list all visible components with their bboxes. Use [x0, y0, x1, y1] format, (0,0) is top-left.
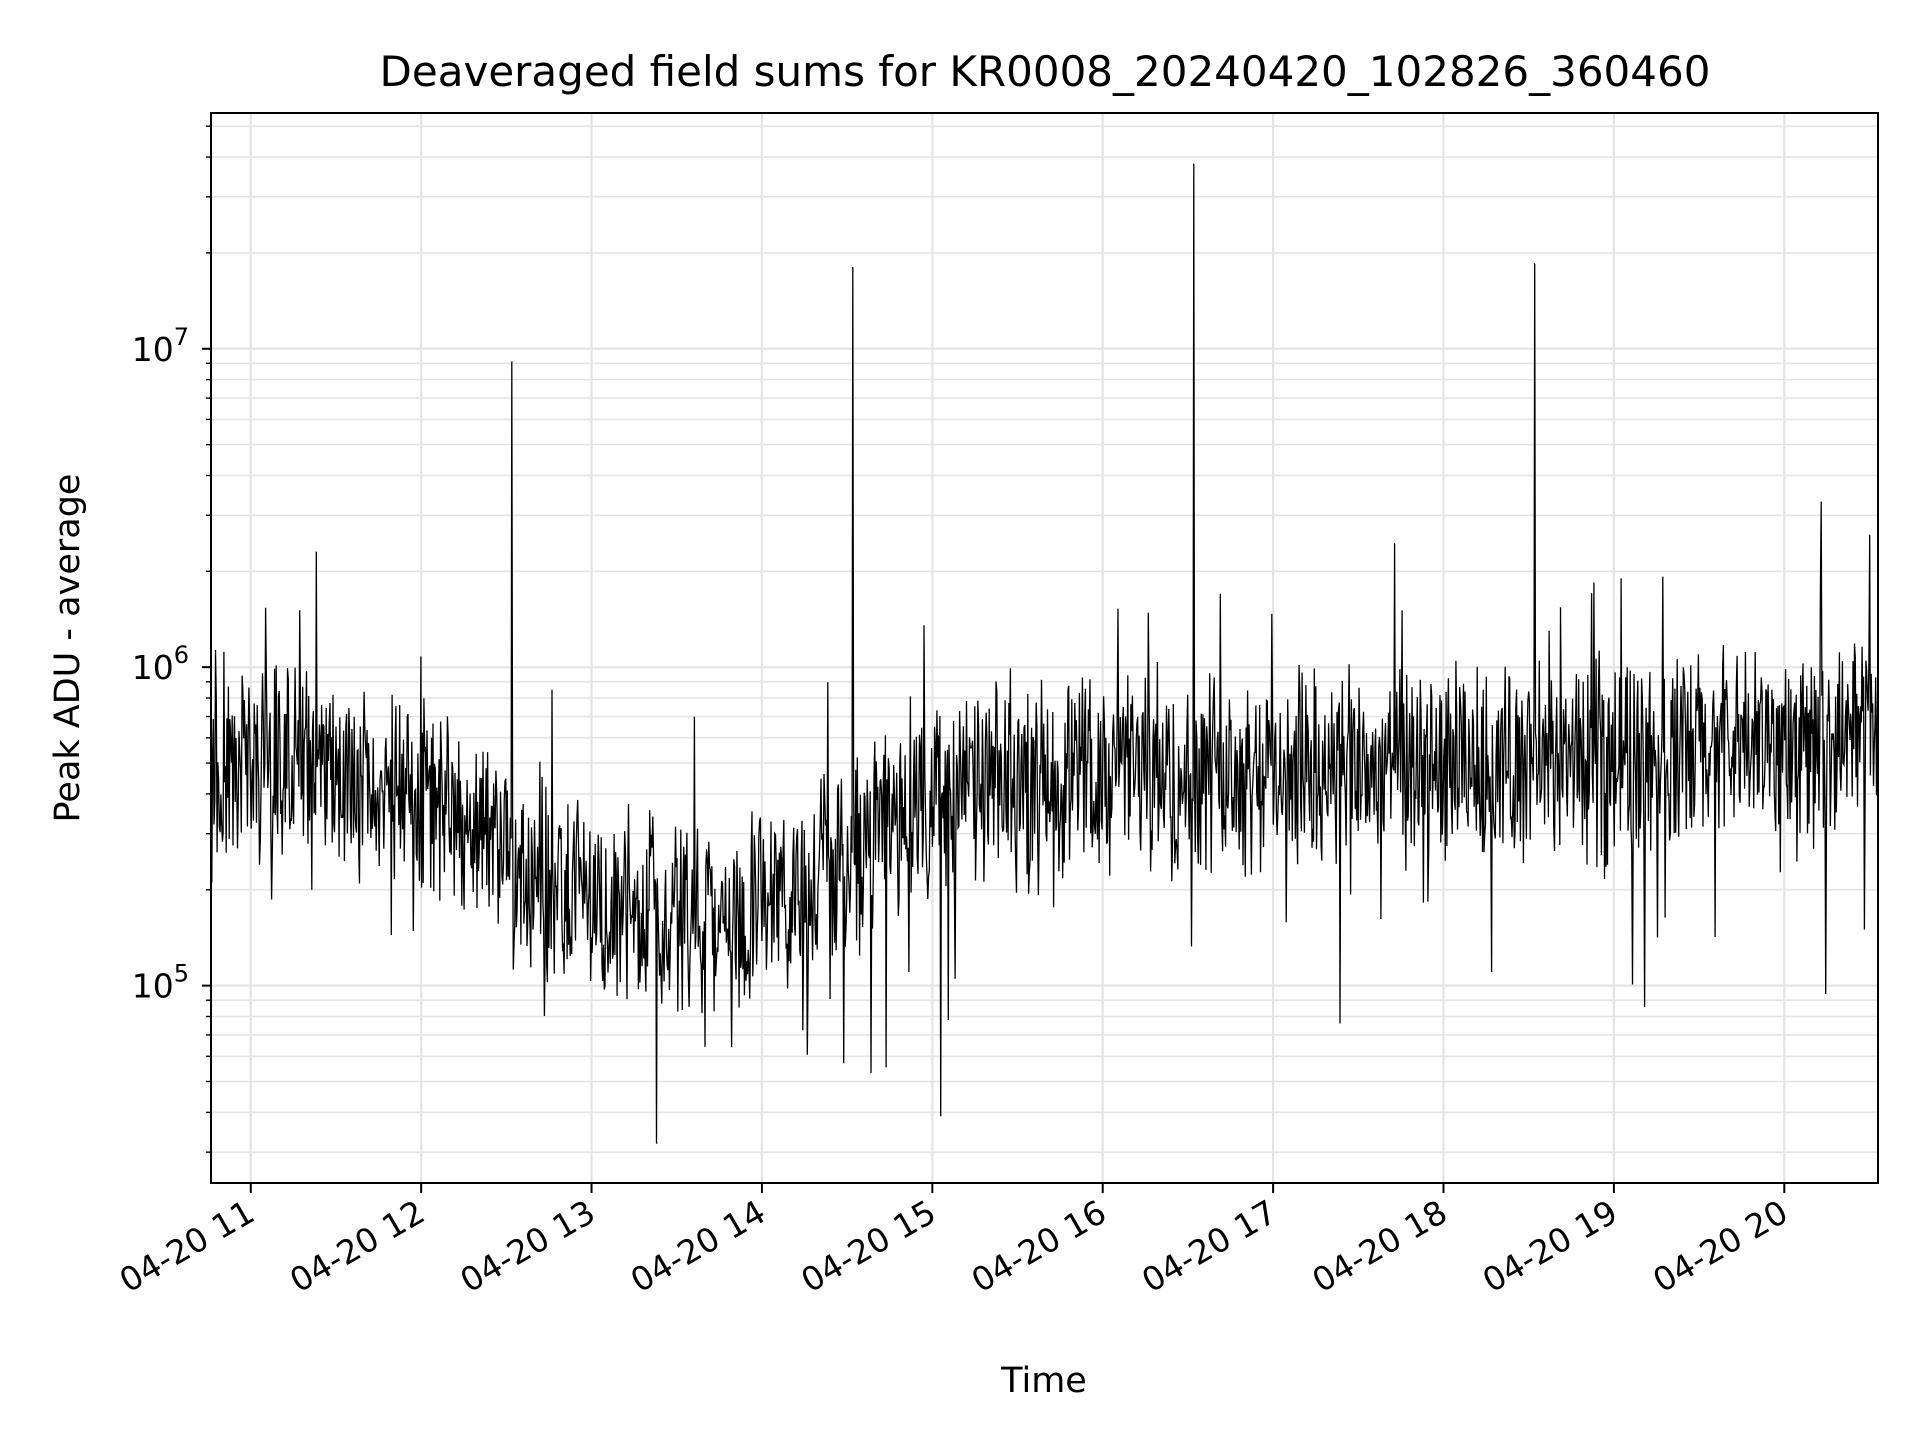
spike-point: [1868, 534, 1871, 536]
spike-point: [852, 266, 854, 269]
y-axis: 105 106 107: [132, 125, 211, 1153]
plot-frame: [210, 112, 1879, 1184]
data-layer: [210, 163, 1879, 1144]
series-line: [210, 164, 1879, 1144]
y-tick-label: 107: [132, 323, 189, 369]
spike-point: [1192, 163, 1195, 165]
y-axis-label: Peak ADU - average: [48, 474, 88, 823]
y-tick-label: 105: [132, 960, 189, 1006]
spike-point: [511, 361, 513, 363]
spike-point: [315, 551, 317, 553]
spike-point: [1820, 501, 1822, 503]
chart-title: Deaveraged field sums for KR0008_2024042…: [380, 47, 1711, 96]
spike-point: [1533, 263, 1535, 265]
y-tick-label: 106: [132, 641, 189, 687]
x-axis-label: Time: [1000, 1361, 1087, 1401]
spike-point: [940, 1115, 942, 1117]
spike-point: [656, 1142, 658, 1144]
